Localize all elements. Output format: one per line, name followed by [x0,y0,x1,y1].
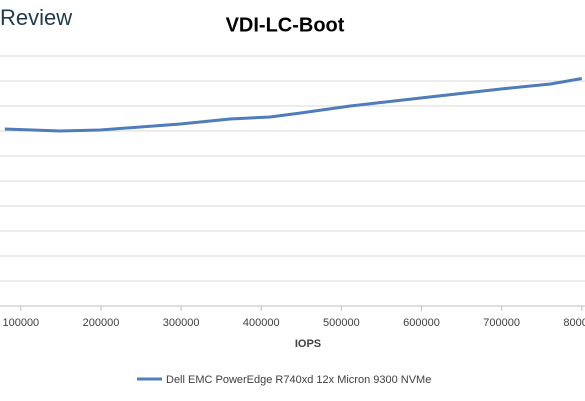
x-tick-label: 800000 [563,317,585,329]
x-tick-label: 700000 [483,317,520,329]
x-tick-label: 500000 [323,317,360,329]
x-tick-label: 400000 [243,317,280,329]
x-tick-label: 600000 [403,317,440,329]
legend-label: Dell EMC PowerEdge R740xd 12x Micron 930… [166,374,431,386]
x-tick-label: 300000 [163,317,200,329]
brand-text: Review [0,5,72,30]
x-tick-label: 100000 [2,317,39,329]
x-tick-label: 200000 [83,317,120,329]
data-line [4,77,583,133]
x-axis-label: IOPS [295,338,321,350]
chart-title: VDI-LC-Boot [226,14,345,36]
